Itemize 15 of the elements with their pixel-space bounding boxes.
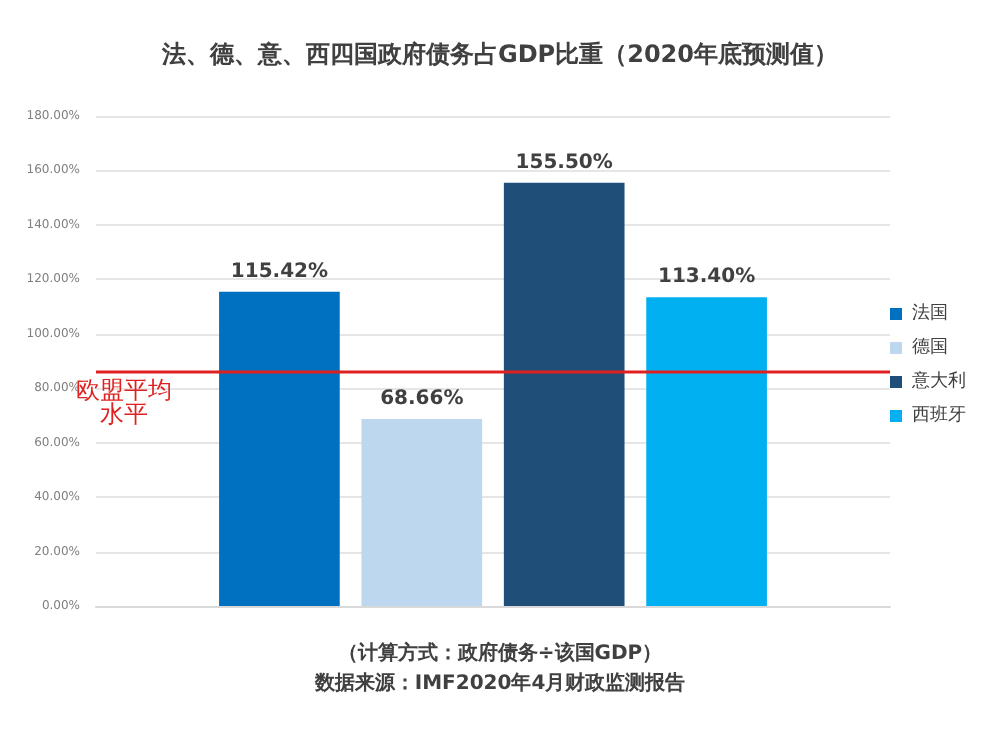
legend-label: 法国 — [912, 302, 948, 324]
data-label: 68.66% — [380, 388, 464, 411]
chart-title: 法、德、意、西四国政府债务占GDP比重（2020年底预测值） — [159, 40, 839, 68]
legend-label: 意大利 — [910, 370, 966, 392]
bar — [361, 419, 483, 606]
data-label: 113.40% — [657, 266, 756, 289]
bar — [503, 182, 625, 606]
legend-label: 西班牙 — [912, 404, 966, 426]
bar — [646, 297, 767, 606]
data-label: 115.42% — [230, 260, 329, 283]
legend-label: 德国 — [912, 336, 948, 358]
source-note: 数据来源：IMF2020年4月财政监测报告 — [312, 671, 686, 695]
data-label: 155.50% — [515, 151, 613, 174]
bar — [219, 291, 340, 606]
text: （计算方式：政府债务÷该国GDP） — [337, 641, 663, 665]
